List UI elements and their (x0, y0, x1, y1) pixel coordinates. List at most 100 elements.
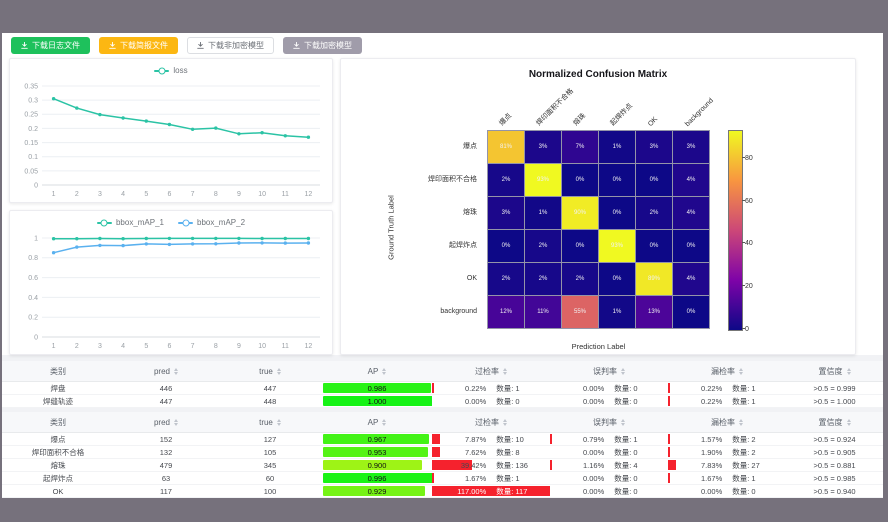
sort-caret-icon[interactable] (276, 418, 281, 426)
miss-detection-cell: 0.22% 数量: 1 (668, 382, 786, 394)
legend-item-loss[interactable]: loss (154, 66, 188, 75)
sort-caret-icon[interactable] (739, 367, 743, 375)
sort-caret-icon[interactable] (503, 367, 507, 375)
download-unencrypted-model-button[interactable]: 下载非加密模型 (187, 37, 274, 54)
svg-text:11: 11 (282, 191, 289, 198)
rate-count: 数量: 2 (732, 447, 756, 457)
column-header-误判率[interactable]: 误判率 (550, 361, 668, 381)
legend-item-bbox_mAP_1[interactable]: bbox_mAP_1 (96, 218, 164, 227)
rate-bar (432, 486, 550, 496)
ap-value: 0.929 (367, 486, 387, 496)
rate-value: 0.00% (582, 396, 605, 406)
column-header-置信度[interactable]: 置信度 (786, 361, 883, 381)
svg-text:0.35: 0.35 (24, 83, 38, 90)
column-header-误判率[interactable]: 误判率 (550, 412, 668, 432)
rate-value: 1.67% (700, 473, 723, 483)
ap-value: 1.000 (367, 396, 387, 406)
sort-caret-icon[interactable] (739, 418, 743, 426)
column-header-label: AP (367, 417, 379, 427)
sort-caret-icon[interactable] (382, 367, 387, 375)
sort-caret-icon[interactable] (382, 418, 387, 426)
table-header-row: 类别 pred true AP 过检率 误判率 漏检率 置信度 (2, 412, 883, 433)
sort-caret-icon[interactable] (503, 418, 507, 426)
column-header-true[interactable]: true (218, 412, 322, 432)
rate-value: 1.90% (700, 447, 723, 457)
rate-value: 0.22% (464, 383, 487, 393)
download-log-button[interactable]: 下载日志文件 (11, 37, 90, 54)
column-header-类别: 类别 (2, 412, 114, 432)
confidence-cell: >0.5 = 0.999 (813, 383, 856, 393)
rate-value: 0.00% (582, 447, 605, 457)
column-header-true[interactable]: true (218, 361, 322, 381)
confusion-matrix-row-label: OK (466, 275, 477, 282)
defect-metrics-table: 类别 pred true AP 过检率 误判率 漏检率 置信度 爆点 152 127 0.967 7.8… (2, 412, 883, 498)
rate-value: 117.00% (457, 486, 487, 496)
ap-value: 0.986 (367, 383, 387, 393)
column-header-类别: 类别 (2, 361, 114, 381)
over-detection-cell: 39.42% 数量: 136 (432, 459, 550, 471)
sort-caret-icon[interactable] (621, 418, 625, 426)
column-header-pred[interactable]: pred (114, 361, 218, 381)
confusion-matrix-cell: 0% (673, 296, 709, 328)
sort-caret-icon[interactable] (174, 418, 178, 426)
confusion-matrix-cell: 2% (562, 263, 598, 295)
download-encrypted-model-button[interactable]: 下载加密模型 (283, 37, 362, 54)
sort-caret-icon[interactable] (276, 367, 281, 375)
column-header-置信度[interactable]: 置信度 (786, 412, 883, 432)
rate-count: 数量: 117 (496, 486, 528, 496)
confusion-matrix-cell: 3% (636, 131, 672, 163)
confusion-matrix-cell: 1% (599, 296, 635, 328)
confusion-matrix-column-label: 爆点 (498, 112, 514, 128)
rate-bar (668, 473, 670, 483)
rate-count: 数量: 1 (732, 396, 756, 406)
sort-caret-icon[interactable] (174, 367, 178, 375)
true-cell: 127 (263, 434, 277, 444)
ap-bar (323, 396, 432, 406)
miss-detection-cell: 1.67% 数量: 1 (668, 472, 786, 484)
svg-text:2: 2 (75, 191, 79, 198)
column-header-pred[interactable]: pred (114, 412, 218, 432)
legend-marker-icon (178, 219, 193, 226)
true-cell: 60 (265, 473, 275, 483)
confusion-matrix-cell: 0% (599, 197, 635, 229)
legend-item-bbox_mAP_2[interactable]: bbox_mAP_2 (178, 218, 245, 227)
rate-count: 数量: 8 (496, 447, 520, 457)
download-icon (197, 42, 204, 49)
confusion-matrix-cell: 2% (525, 263, 561, 295)
rate-value: 7.87% (464, 434, 487, 444)
column-header-AP[interactable]: AP (322, 412, 432, 432)
svg-text:8: 8 (214, 343, 218, 350)
legend-label: loss (173, 66, 188, 75)
sort-caret-icon[interactable] (846, 418, 851, 426)
legend-label: bbox_mAP_1 (115, 218, 164, 227)
svg-text:0.25: 0.25 (24, 112, 38, 119)
rate-count: 数量: 0 (614, 473, 638, 483)
confusion-matrix-column-labels: 爆点 焊印面积不合格 熔珠 起焊炸点 OK background (383, 80, 813, 130)
confusion-matrix-cell: 1% (599, 131, 635, 163)
pred-cell: 479 (159, 460, 173, 470)
miss-detection-cell: 1.57% 数量: 2 (668, 433, 786, 445)
column-header-过检率[interactable]: 过检率 (432, 361, 550, 381)
rate-value: 39.42% (460, 460, 487, 470)
column-header-漏检率[interactable]: 漏检率 (668, 361, 786, 381)
column-header-label: 过检率 (475, 366, 499, 376)
ap-cell: 1.000 (322, 395, 432, 407)
column-header-漏检率[interactable]: 漏检率 (668, 412, 786, 432)
column-header-过检率[interactable]: 过检率 (432, 412, 550, 432)
column-header-label: 类别 (50, 417, 66, 427)
true-cell: 448 (263, 396, 277, 406)
confidence-cell: >0.5 = 1.000 (813, 396, 856, 406)
table-row: 熔珠 479 345 0.900 39.42% 数量: 136 1.16% 数量: 4 7.83… (2, 459, 883, 472)
confusion-matrix-column-label: 熔珠 (572, 112, 588, 128)
sort-caret-icon[interactable] (846, 367, 851, 375)
column-header-AP[interactable]: AP (322, 361, 432, 381)
svg-text:6: 6 (167, 191, 171, 198)
column-header-label: pred (153, 366, 170, 376)
download-report-button[interactable]: 下载简报文件 (99, 37, 178, 54)
ap-cell: 0.929 (322, 485, 432, 497)
column-header-label: 类别 (50, 366, 66, 376)
svg-text:0.2: 0.2 (28, 315, 38, 322)
category-cell: 焊缝轨迹 (43, 396, 73, 406)
sort-caret-icon[interactable] (621, 367, 625, 375)
confusion-matrix-cell: 93% (525, 164, 561, 196)
